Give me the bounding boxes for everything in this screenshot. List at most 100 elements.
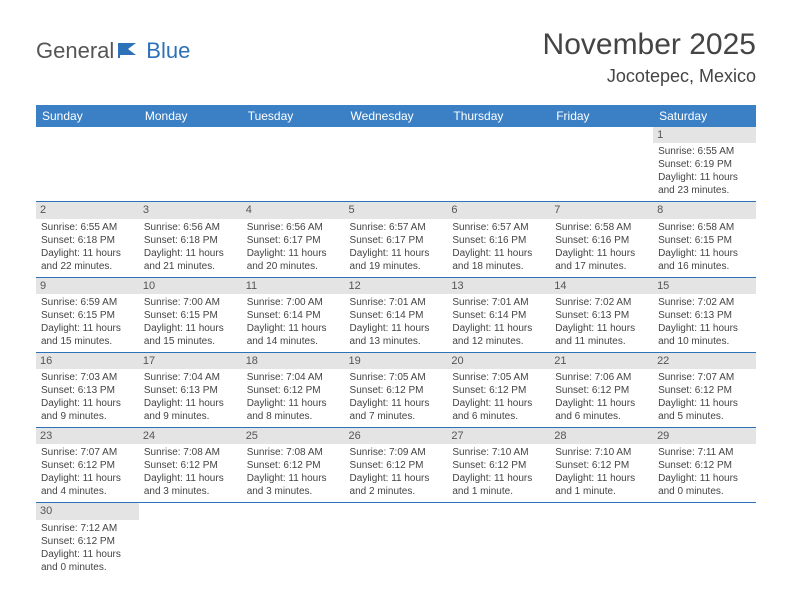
calendar-cell: 9Sunrise: 6:59 AMSunset: 6:15 PMDaylight… — [36, 277, 139, 352]
sunrise-line: Sunrise: 7:02 AM — [658, 296, 751, 309]
sunset-line: Sunset: 6:12 PM — [247, 384, 340, 397]
daylight-line: Daylight: 11 hours and 1 minute. — [452, 472, 545, 498]
daylight-line: Daylight: 11 hours and 19 minutes. — [350, 247, 443, 273]
day-number: 22 — [653, 353, 756, 369]
calendar-cell-empty — [139, 503, 242, 578]
sunset-line: Sunset: 6:19 PM — [658, 158, 751, 171]
day-number: 23 — [36, 428, 139, 444]
sunrise-line: Sunrise: 7:05 AM — [452, 371, 545, 384]
calendar-cell: 4Sunrise: 6:56 AMSunset: 6:17 PMDaylight… — [242, 202, 345, 277]
sunset-line: Sunset: 6:15 PM — [41, 309, 134, 322]
sunset-line: Sunset: 6:12 PM — [350, 384, 443, 397]
daylight-line: Daylight: 11 hours and 6 minutes. — [555, 397, 648, 423]
daylight-line: Daylight: 11 hours and 0 minutes. — [41, 548, 134, 574]
daylight-line: Daylight: 11 hours and 12 minutes. — [452, 322, 545, 348]
daylight-line: Daylight: 11 hours and 23 minutes. — [658, 171, 751, 197]
sunrise-line: Sunrise: 6:55 AM — [658, 145, 751, 158]
calendar-row: 1 Sunrise: 6:55 AMSunset: 6:19 PMDaylight… — [36, 127, 756, 202]
weekday-header: Thursday — [447, 105, 550, 127]
calendar-cell-empty — [550, 127, 653, 202]
daylight-line: Daylight: 11 hours and 20 minutes. — [247, 247, 340, 273]
logo-flag-icon — [118, 40, 142, 63]
day-number: 16 — [36, 353, 139, 369]
day-number: 19 — [345, 353, 448, 369]
calendar-cell: 17Sunrise: 7:04 AMSunset: 6:13 PMDayligh… — [139, 352, 242, 427]
day-number: 30 — [36, 503, 139, 519]
calendar-cell: 28Sunrise: 7:10 AMSunset: 6:12 PMDayligh… — [550, 428, 653, 503]
weekday-header: Monday — [139, 105, 242, 127]
sunrise-line: Sunrise: 7:05 AM — [350, 371, 443, 384]
weekday-header: Saturday — [653, 105, 756, 127]
calendar-body: 1Sunrise: 6:55 AMSunset: 6:19 PMDaylight… — [36, 127, 756, 578]
calendar-cell-empty — [242, 127, 345, 202]
daylight-line: Daylight: 11 hours and 2 minutes. — [350, 472, 443, 498]
sunrise-line: Sunrise: 7:08 AM — [247, 446, 340, 459]
calendar-row: 9Sunrise: 6:59 AMSunset: 6:15 PMDaylight… — [36, 277, 756, 352]
sunrise-line: Sunrise: 7:07 AM — [658, 371, 751, 384]
day-number: 6 — [447, 202, 550, 218]
sunset-line: Sunset: 6:13 PM — [555, 309, 648, 322]
calendar-cell-empty — [447, 503, 550, 578]
calendar-cell: 29Sunrise: 7:11 AMSunset: 6:12 PMDayligh… — [653, 428, 756, 503]
daylight-line: Daylight: 11 hours and 0 minutes. — [658, 472, 751, 498]
sunset-line: Sunset: 6:17 PM — [350, 234, 443, 247]
sunrise-line: Sunrise: 7:03 AM — [41, 371, 134, 384]
daylight-line: Daylight: 11 hours and 14 minutes. — [247, 322, 340, 348]
daylight-line: Daylight: 11 hours and 5 minutes. — [658, 397, 751, 423]
calendar-cell: 15Sunrise: 7:02 AMSunset: 6:13 PMDayligh… — [653, 277, 756, 352]
day-number: 20 — [447, 353, 550, 369]
sunrise-line: Sunrise: 7:07 AM — [41, 446, 134, 459]
day-number: 25 — [242, 428, 345, 444]
calendar-cell-empty — [139, 127, 242, 202]
calendar-cell: 10Sunrise: 7:00 AMSunset: 6:15 PMDayligh… — [139, 277, 242, 352]
calendar-cell-empty — [345, 127, 448, 202]
daylight-line: Daylight: 11 hours and 9 minutes. — [41, 397, 134, 423]
weekday-header: Tuesday — [242, 105, 345, 127]
calendar-cell: 8Sunrise: 6:58 AMSunset: 6:15 PMDaylight… — [653, 202, 756, 277]
title-block: November 2025 Jocotepec, Mexico — [543, 28, 756, 87]
sunset-line: Sunset: 6:18 PM — [144, 234, 237, 247]
sunset-line: Sunset: 6:13 PM — [658, 309, 751, 322]
calendar-cell: 7Sunrise: 6:58 AMSunset: 6:16 PMDaylight… — [550, 202, 653, 277]
daylight-line: Daylight: 11 hours and 13 minutes. — [350, 322, 443, 348]
sunset-line: Sunset: 6:12 PM — [350, 459, 443, 472]
sunrise-line: Sunrise: 7:09 AM — [350, 446, 443, 459]
weekday-header: Sunday — [36, 105, 139, 127]
daylight-line: Daylight: 11 hours and 3 minutes. — [144, 472, 237, 498]
sunrise-line: Sunrise: 7:06 AM — [555, 371, 648, 384]
calendar-cell: 23Sunrise: 7:07 AMSunset: 6:12 PMDayligh… — [36, 428, 139, 503]
weekday-header: Wednesday — [345, 105, 448, 127]
daylight-line: Daylight: 11 hours and 16 minutes. — [658, 247, 751, 273]
day-number: 18 — [242, 353, 345, 369]
sunset-line: Sunset: 6:16 PM — [452, 234, 545, 247]
sunrise-line: Sunrise: 7:04 AM — [144, 371, 237, 384]
daylight-line: Daylight: 11 hours and 21 minutes. — [144, 247, 237, 273]
sunset-line: Sunset: 6:14 PM — [247, 309, 340, 322]
calendar-cell: 26Sunrise: 7:09 AMSunset: 6:12 PMDayligh… — [345, 428, 448, 503]
sunset-line: Sunset: 6:14 PM — [350, 309, 443, 322]
calendar-cell: 21Sunrise: 7:06 AMSunset: 6:12 PMDayligh… — [550, 352, 653, 427]
day-number: 3 — [139, 202, 242, 218]
sunrise-line: Sunrise: 7:01 AM — [452, 296, 545, 309]
day-number: 17 — [139, 353, 242, 369]
calendar-row: 23Sunrise: 7:07 AMSunset: 6:12 PMDayligh… — [36, 428, 756, 503]
day-number: 27 — [447, 428, 550, 444]
calendar-cell-empty — [36, 127, 139, 202]
calendar-cell: 1 Sunrise: 6:55 AMSunset: 6:19 PMDaylight… — [653, 127, 756, 202]
weekday-header: Friday — [550, 105, 653, 127]
day-number: 4 — [242, 202, 345, 218]
sunrise-line: Sunrise: 7:01 AM — [350, 296, 443, 309]
day-number: 1 — [653, 127, 756, 143]
day-number: 9 — [36, 278, 139, 294]
sunset-line: Sunset: 6:12 PM — [555, 459, 648, 472]
sunrise-line: Sunrise: 6:58 AM — [658, 221, 751, 234]
month-title: November 2025 — [543, 28, 756, 62]
sunset-line: Sunset: 6:18 PM — [41, 234, 134, 247]
calendar-cell: 13Sunrise: 7:01 AMSunset: 6:14 PMDayligh… — [447, 277, 550, 352]
calendar-cell: 24Sunrise: 7:08 AMSunset: 6:12 PMDayligh… — [139, 428, 242, 503]
sunset-line: Sunset: 6:12 PM — [452, 384, 545, 397]
calendar-cell: 5Sunrise: 6:57 AMSunset: 6:17 PMDaylight… — [345, 202, 448, 277]
sunset-line: Sunset: 6:12 PM — [247, 459, 340, 472]
daylight-line: Daylight: 11 hours and 9 minutes. — [144, 397, 237, 423]
calendar-row: 30Sunrise: 7:12 AMSunset: 6:12 PMDayligh… — [36, 503, 756, 578]
